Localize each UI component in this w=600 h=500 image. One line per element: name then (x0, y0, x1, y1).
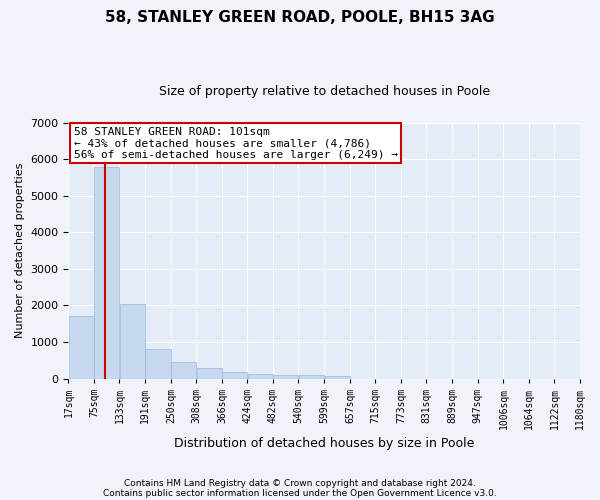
Bar (325, 376, 350, 378)
Title: Size of property relative to detached houses in Poole: Size of property relative to detached ho… (158, 85, 490, 98)
Text: 58, STANLEY GREEN ROAD, POOLE, BH15 3AG: 58, STANLEY GREEN ROAD, POOLE, BH15 3AG (105, 10, 495, 25)
Y-axis label: Number of detached properties: Number of detached properties (15, 163, 25, 338)
Bar (68, 316, 94, 378)
Text: Contains HM Land Registry data © Crown copyright and database right 2024.: Contains HM Land Registry data © Crown c… (124, 478, 476, 488)
X-axis label: Distribution of detached houses by size in Poole: Distribution of detached houses by size … (174, 437, 475, 450)
Bar (273, 375, 298, 378)
Bar (94, 166, 119, 378)
Bar (248, 374, 272, 378)
Text: 58 STANLEY GREEN ROAD: 101sqm
← 43% of detached houses are smaller (4,786)
56% o: 58 STANLEY GREEN ROAD: 101sqm ← 43% of d… (74, 126, 398, 160)
Bar (119, 304, 145, 378)
Bar (299, 376, 324, 378)
Bar (197, 368, 221, 378)
Bar (171, 362, 196, 378)
Text: Contains public sector information licensed under the Open Government Licence v3: Contains public sector information licen… (103, 488, 497, 498)
Bar (222, 372, 247, 378)
Bar (145, 348, 170, 378)
